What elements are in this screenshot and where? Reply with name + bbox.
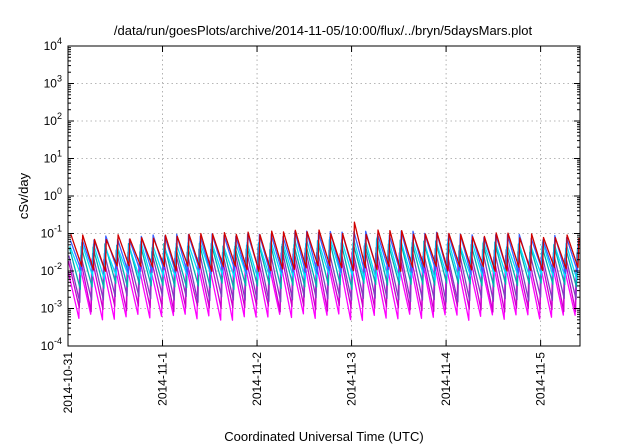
grid-lines [68,46,580,346]
x-tick-label: 2014-11-4 [439,352,453,406]
x-tick-label: 2014-11-5 [534,352,548,406]
x-axis-ticks: 2014-10-31 2014-11-1 2014-11-2 2014-11-3 201… [61,46,548,413]
x-tick-label: 2014-10-31 [61,352,75,414]
x-tick-label: 2014-11-1 [156,352,170,406]
y-tick-label: 104 [44,36,62,53]
y-tick-label: 101 [44,149,62,166]
y-axis-ticks: 10-4 10-3 10-2 10-1 100 101 102 103 104 [41,36,580,353]
series-layer [67,221,580,322]
y-tick-label: 10-4 [41,336,62,353]
x-tick-label: 2014-11-3 [345,352,359,406]
y-tick-label: 10-3 [41,299,62,316]
series-line [70,221,580,273]
series-line [69,236,579,281]
y-tick-label: 100 [44,186,62,203]
y-tick-label: 103 [44,74,62,91]
y-axis-label: cSv/day [16,172,31,219]
y-tick-label: 10-1 [41,224,62,241]
x-tick-label: 2014-11-2 [250,352,264,406]
y-tick-label: 102 [44,111,62,128]
x-axis-label: Coordinated Universal Time (UTC) [224,429,423,444]
chart-title: /data/run/goesPlots/archive/2014-11-05/1… [114,23,533,38]
y-tick-label: 10-2 [41,261,62,278]
